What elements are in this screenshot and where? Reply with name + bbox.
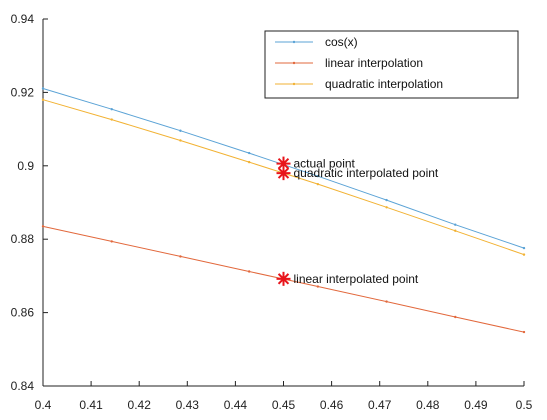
legend-label-2: quadratic interpolation <box>325 77 443 91</box>
series-1-point <box>247 270 251 273</box>
asterisk-stroke <box>277 273 290 285</box>
series-0-point <box>316 174 320 178</box>
legend: cos(x) linear interpolation quadratic inte… <box>264 30 519 99</box>
series-2-point <box>110 118 113 121</box>
series-2-point <box>316 182 320 186</box>
y-tick-label: 0.84 <box>11 379 35 393</box>
series-1-point <box>110 240 113 243</box>
asterisk-stroke <box>277 167 290 179</box>
x-tick-label: 0.47 <box>368 398 392 412</box>
series-1-point <box>316 285 320 288</box>
series-2-point <box>247 160 251 164</box>
axes: 0.4 0.41 0.42 0.43 0.44 0.45 0.46 0.47 0.48 0.49 0… <box>11 12 533 412</box>
x-tick-label: 0.42 <box>128 398 152 412</box>
x-tick-label: 0.43 <box>176 398 200 412</box>
y-tick-label: 0.92 <box>11 85 35 99</box>
series-0-point <box>247 151 251 155</box>
legend-label-1: linear interpolation <box>325 56 423 70</box>
series-1-point <box>522 330 526 334</box>
series-0-point <box>454 223 457 226</box>
series-1-point <box>179 255 182 258</box>
series-2-point <box>385 206 388 209</box>
x-tick-label: 0.46 <box>320 398 344 412</box>
y-tick-label: 0.88 <box>11 232 35 246</box>
series-0-point <box>385 198 388 202</box>
annotation-label-2: linear interpolated point <box>294 272 419 286</box>
series-0-point <box>179 129 182 132</box>
x-tick-label: 0.48 <box>416 398 440 412</box>
x-tick-label: 0.4 <box>35 398 52 412</box>
series-0-point <box>522 246 526 250</box>
x-tick-label: 0.44 <box>224 398 248 412</box>
series-1-point <box>41 225 45 228</box>
annotation-label-1: quadratic interpolated point <box>294 166 439 180</box>
x-tick-label: 0.41 <box>79 398 103 412</box>
series-0-point <box>110 108 113 111</box>
asterisk-stroke <box>277 157 290 170</box>
annotation-label-0: actual point <box>294 157 356 171</box>
series-1-point <box>454 315 457 319</box>
series-2-point <box>454 229 457 232</box>
x-tick-label: 0.45 <box>272 398 296 412</box>
series-0-point <box>41 87 45 90</box>
annotation-marker-2 <box>276 271 291 286</box>
annotation-marker-1 <box>276 166 291 181</box>
y-tick-label: 0.94 <box>11 12 35 26</box>
y-tick-label: 0.86 <box>11 306 35 320</box>
series-2-point <box>41 98 45 101</box>
x-tick-label: 0.5 <box>516 398 533 412</box>
legend-label-0: cos(x) <box>325 35 358 49</box>
series-1-point <box>385 300 388 303</box>
legend-box <box>264 30 519 99</box>
x-tick-label: 0.49 <box>464 398 488 412</box>
legend-swatch-point <box>292 61 296 65</box>
series-2-point <box>522 253 526 256</box>
series-lines <box>41 87 526 334</box>
legend-swatch-point <box>292 82 296 86</box>
series-2-point <box>179 139 182 142</box>
legend-swatch-point <box>292 40 296 44</box>
y-tick-label: 0.9 <box>17 159 34 173</box>
